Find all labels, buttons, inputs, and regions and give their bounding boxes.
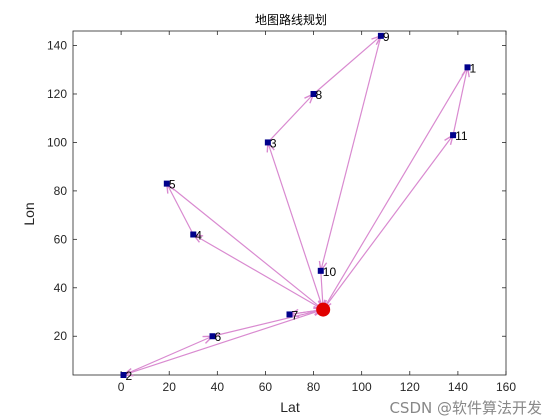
node-marker	[310, 90, 317, 97]
route-segment	[192, 233, 324, 311]
hub-marker	[316, 302, 331, 317]
x-tick-label: 120	[400, 380, 420, 394]
node-marker	[464, 64, 471, 71]
x-axis-label: Lat	[280, 399, 300, 415]
node-label: 1	[470, 61, 477, 75]
route-segment	[452, 67, 469, 136]
node-marker	[286, 311, 293, 318]
y-tick-label: 80	[54, 184, 68, 198]
node-label: 10	[323, 265, 337, 279]
axes-frame	[72, 30, 507, 376]
y-tick-label: 140	[47, 39, 67, 53]
route-segment	[267, 142, 324, 310]
x-tick-label: 20	[163, 380, 177, 394]
y-tick-label: 60	[54, 232, 68, 246]
node-label: 2	[126, 369, 133, 383]
y-axis-label: Lon	[21, 202, 37, 225]
y-tick-label: 100	[47, 135, 67, 149]
route-segment	[313, 35, 382, 95]
route-segment	[212, 309, 324, 337]
y-tick-label: 120	[47, 87, 67, 101]
y-tick-label: 40	[54, 281, 68, 295]
route-segment	[123, 335, 213, 376]
node-label: 8	[316, 88, 323, 102]
x-tick-label: 40	[211, 380, 225, 394]
node-label: 6	[215, 330, 222, 344]
node-label: 3	[270, 136, 277, 150]
node-marker	[163, 180, 170, 187]
watermark: CSDN @软件算法开发	[389, 399, 542, 417]
route-segment	[166, 183, 194, 235]
node-label: 9	[383, 30, 390, 44]
node-marker	[120, 372, 127, 378]
node-marker	[264, 139, 271, 146]
y-tick-label: 20	[54, 329, 68, 343]
route-segment	[322, 67, 469, 310]
route-segment	[267, 93, 314, 143]
route-segment	[123, 309, 324, 376]
node-marker	[377, 32, 384, 39]
node-label: 11	[455, 129, 468, 143]
x-tick-label: 160	[496, 380, 516, 394]
x-tick-label: 80	[307, 380, 321, 394]
node-label: 4	[195, 228, 202, 242]
node-marker	[317, 267, 324, 274]
x-tick-label: 60	[259, 380, 273, 394]
node-marker	[209, 333, 216, 340]
x-tick-label: 140	[448, 380, 468, 394]
x-tick-label: 0	[118, 380, 125, 394]
plot-area: 0 20 40 60 80 100 120 140 160 20 40 60 80 100 120 140 1 2…	[47, 30, 516, 394]
route-segment	[322, 134, 454, 310]
chart-title: 地图路线规划	[255, 12, 327, 27]
node-label: 5	[169, 178, 176, 192]
node-marker	[450, 132, 457, 139]
route-segment	[320, 35, 382, 271]
node-marker	[190, 231, 197, 238]
x-tick-label: 100	[352, 380, 372, 394]
route-segment	[166, 183, 324, 311]
node-label: 7	[292, 308, 299, 322]
